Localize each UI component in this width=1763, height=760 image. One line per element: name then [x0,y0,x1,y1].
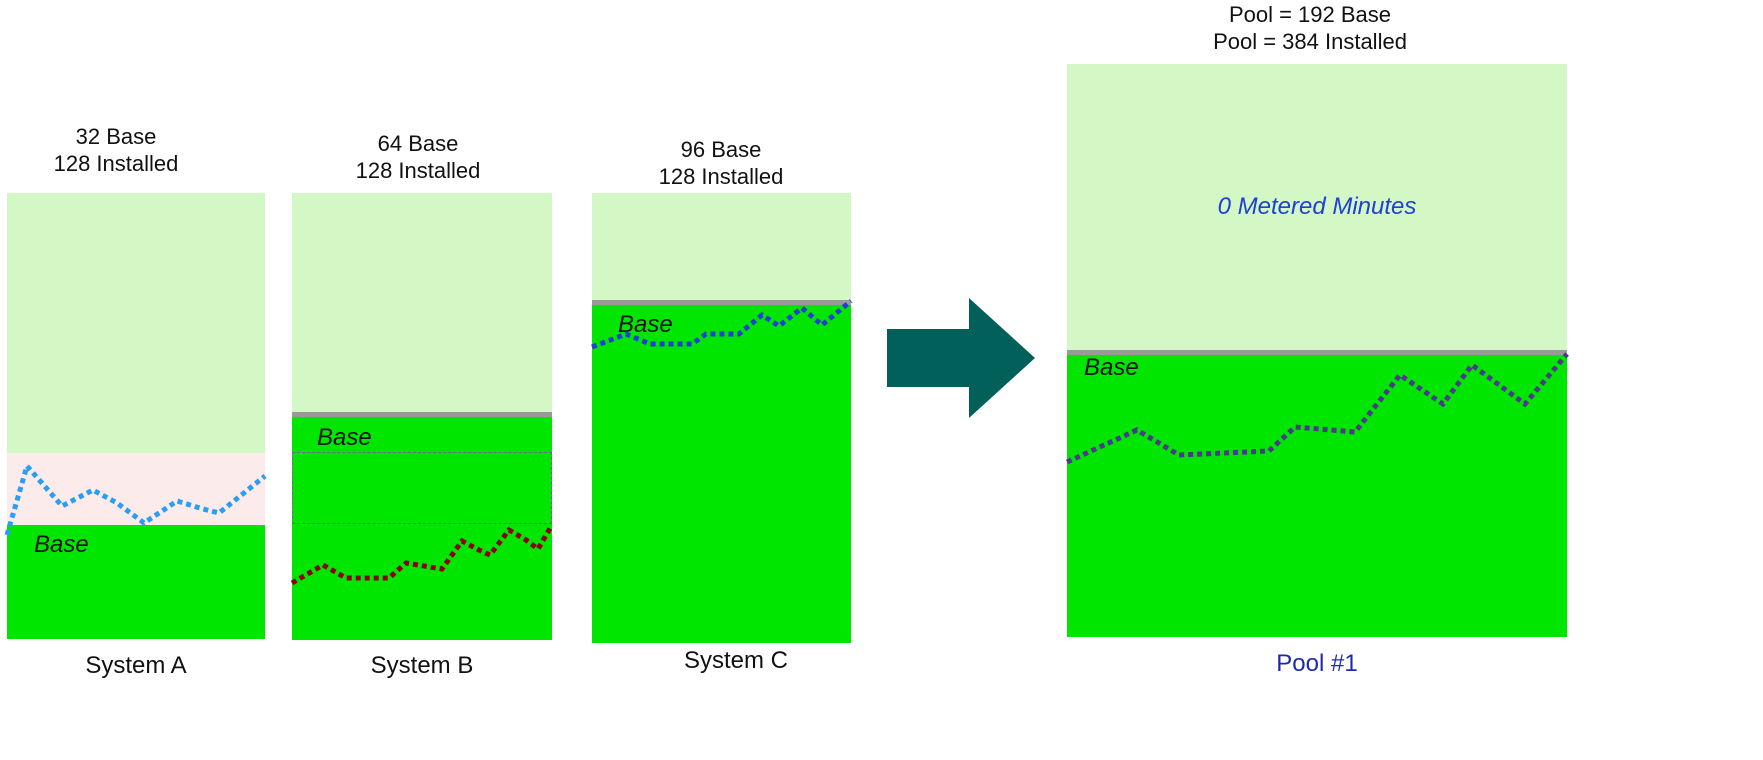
metered-minutes-label: 0 Metered Minutes [1217,193,1417,220]
system-c-capacity-bar: Base [591,193,853,643]
system-a-header: 32 Base 128 Installed [36,123,196,177]
base-boundary-divider [592,300,851,305]
installed-capacity-region [292,193,552,412]
base-capacity-region [7,525,265,639]
pool-header: Pool = 192 Base Pool = 384 Installed [1180,1,1440,55]
system-b-header: 64 Base 128 Installed [338,130,498,184]
system-b-capacity-bar: Base [290,193,555,640]
pool-installed-count: Pool = 384 Installed [1213,29,1407,54]
system-c-header: 96 Base 128 Installed [641,136,801,190]
system-b-base-label: Base [317,424,372,451]
base-boundary-divider [1067,350,1567,355]
system-c-name: System C [683,647,788,674]
pool-base-count: Pool = 192 Base [1228,2,1392,27]
system-a-usage-trend [4,460,267,536]
system-b-usage-trend [290,523,555,586]
system-b-base-count: 64 Base [377,131,459,156]
system-b-installed-count: 128 Installed [355,158,481,183]
system-a-capacity-bar: Base [4,193,267,639]
system-b-name: System B [370,652,474,679]
pool-capacity-bar: 0 Metered Minutes Base [1065,64,1569,637]
system-c-usage-trend [591,299,853,350]
system-a-name: System A [85,652,187,679]
system-a-installed-count: 128 Installed [53,151,179,176]
base-boundary-divider [292,412,552,417]
system-a-base-count: 32 Base [75,124,157,149]
right-arrow-icon [887,298,1035,418]
pool-base-label: Base [1084,354,1139,381]
system-c-installed-count: 128 Installed [658,164,784,189]
system-a-base-label: Base [34,531,89,558]
base-capacity-region [1067,355,1567,637]
pool-name: Pool #1 [1276,650,1358,677]
system-c-base-count: 96 Base [680,137,762,162]
installed-capacity-region [592,193,851,300]
pool-usage-trend [1065,352,1569,465]
installed-capacity-region [1067,64,1567,350]
unused-base-region [292,452,552,524]
base-capacity-region [592,305,851,643]
